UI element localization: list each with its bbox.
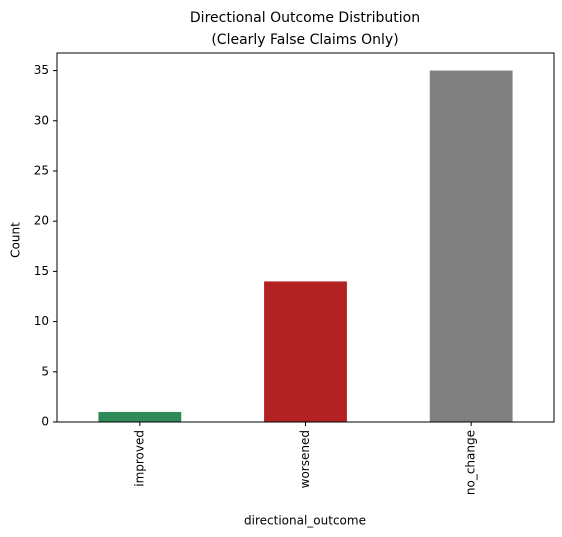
y-axis-label: Count [9,222,23,258]
plot-frame [56,52,555,423]
y-tick-label: 15 [34,264,49,278]
chart-title: Directional Outcome Distribution [190,10,420,26]
x-tick-label: no_change [464,430,478,495]
x-axis-label: directional_outcome [244,514,366,528]
y-tick-label: 20 [34,214,49,228]
y-tick-label: 10 [34,314,49,328]
x-tick-label: worsened [298,430,312,488]
x-tick-label: improved [132,430,146,487]
bar [429,70,513,423]
y-tick-label: 35 [34,63,49,77]
chart-subtitle: (Clearly False Claims Only) [211,32,398,48]
bar [264,281,347,422]
bar [98,411,182,422]
y-tick-label: 0 [41,415,49,429]
y-tick-label: 5 [41,364,49,378]
y-tick-label: 30 [34,113,49,127]
y-tick-label: 25 [34,163,49,177]
